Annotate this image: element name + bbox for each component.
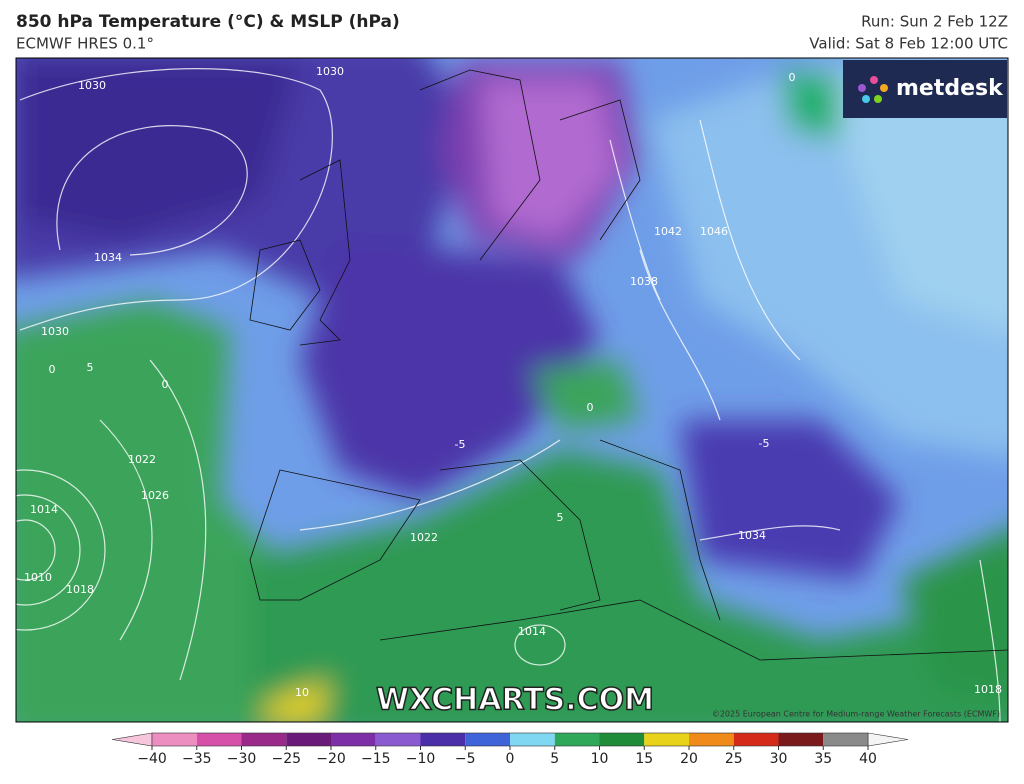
valid-time: Valid: Sat 8 Feb 12:00 UTC [809, 35, 1008, 53]
colorbar-segment [510, 733, 555, 746]
colorbar-under [111, 732, 153, 747]
temperature-label: 0 [162, 378, 169, 391]
isobar-label: 1034 [94, 251, 122, 264]
colorbar-segment [375, 733, 421, 746]
subtitle: ECMWF HRES 0.1° [16, 35, 154, 53]
isobar-label: 1018 [974, 683, 1002, 696]
isobar-label: 1014 [30, 503, 58, 516]
colorbar-tick-label: 20 [680, 751, 698, 767]
colorbar-segment [196, 733, 242, 746]
map [16, 58, 1008, 722]
isobar-label: 1026 [141, 489, 169, 502]
temperature-label: 0 [789, 71, 796, 84]
colorbar-tick-label: −35 [182, 751, 212, 767]
copyright: ©2025 European Centre for Medium-range W… [712, 710, 1000, 719]
colorbar-tick-label: −10 [406, 751, 436, 767]
watermark: WXCHARTS.COM [376, 683, 654, 718]
colorbar-segment [241, 733, 287, 746]
logo-icon [858, 76, 888, 103]
colorbar-tick-label: 40 [859, 751, 877, 767]
colorbar-segment [286, 733, 331, 746]
isobar-label: 1030 [78, 79, 106, 92]
isobar-label: 1014 [518, 625, 546, 638]
colorbar-segment [689, 733, 734, 746]
map-frame [15, 57, 1009, 723]
colorbar-segment [733, 733, 779, 746]
logo-box [843, 60, 1007, 118]
temperature-label: 5 [557, 511, 564, 524]
isobar-label: 1010 [24, 571, 52, 584]
isobar-label: 1034 [738, 529, 766, 542]
isobar-label: 1022 [128, 453, 156, 466]
colorbar-tick-label: −30 [227, 751, 257, 767]
colorbar-tick-label: −25 [271, 751, 301, 767]
isobar-label: 1042 [654, 225, 682, 238]
isobar-label: 1046 [700, 225, 728, 238]
colorbar-segment [465, 733, 510, 746]
colorbar-tick-label: 35 [814, 751, 832, 767]
colorbar-over [867, 732, 909, 747]
isobar-label: 1038 [630, 275, 658, 288]
colorbar-segment [152, 733, 197, 746]
colorbar-tick-label: −20 [316, 751, 346, 767]
temperature-label: -5 [455, 438, 466, 451]
run-time: Run: Sun 2 Feb 12Z [861, 13, 1008, 31]
temperature-label: 10 [295, 686, 309, 699]
temperature-label: -5 [759, 437, 770, 450]
colorbar-tick-label: 25 [725, 751, 743, 767]
temperature-label: 0 [587, 401, 594, 414]
colorbar-segment [778, 733, 824, 746]
colorbar-tick-label: 15 [635, 751, 653, 767]
colorbar-segment [599, 733, 645, 746]
temperature-label: 0 [49, 363, 56, 376]
isobar-label: 1022 [410, 531, 438, 544]
colorbar-segment [420, 733, 466, 746]
chart-title: 850 hPa Temperature (°C) & MSLP (hPa) [16, 12, 400, 32]
colorbar-segment [823, 733, 868, 746]
colorbar-tick-label: 30 [770, 751, 788, 767]
colorbar-segment [644, 733, 689, 746]
colorbar-tick-label: −40 [137, 751, 167, 767]
colorbar-tick-label: 10 [591, 751, 609, 767]
colorbar-tick-label: −15 [361, 751, 391, 767]
logo-text: metdesk [896, 76, 1004, 101]
isobar-label: 1030 [41, 325, 69, 338]
colorbar-tick-label: 0 [506, 751, 515, 767]
colorbar-segment [554, 733, 600, 746]
colorbar-tick-label: 5 [550, 751, 559, 767]
isobar-label: 1030 [316, 65, 344, 78]
colorbar: −40 −35 −30 −25 −20 −15 −10 −5 0 5 10 15 20 25 30 35 40 [111, 732, 909, 767]
colorbar-segment [331, 733, 376, 746]
temperature-label: 5 [87, 361, 94, 374]
colorbar-tick-label: −5 [455, 751, 476, 767]
isobar-label: 1018 [66, 583, 94, 596]
